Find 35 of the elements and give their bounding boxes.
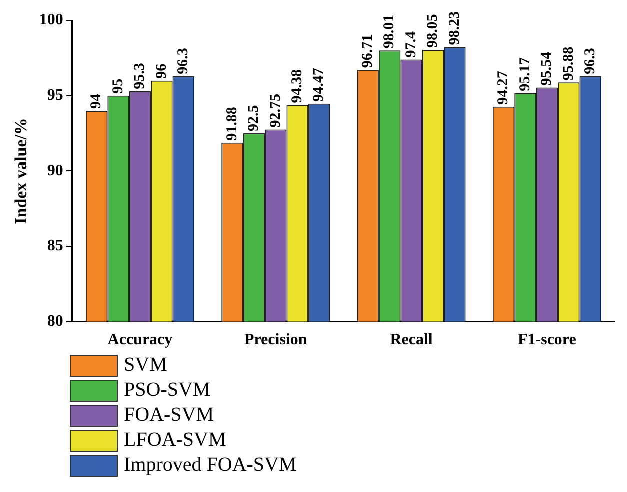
legend-label: SVM	[124, 354, 168, 377]
x-tick-label: Accuracy	[108, 332, 173, 349]
legend-label: PSO-SVM	[124, 379, 211, 402]
data-label: 98.23	[446, 12, 463, 46]
legend-label: FOA-SVM	[124, 404, 214, 427]
data-label: 98.01	[382, 14, 398, 49]
x-tick-label: Precision	[244, 332, 308, 349]
data-label: 95.17	[517, 57, 534, 92]
y-tick-label: 90	[47, 162, 64, 180]
data-label: 94	[88, 93, 105, 109]
data-label: 94.27	[496, 70, 512, 105]
data-label: 95	[110, 78, 126, 94]
data-label: 95.88	[560, 46, 577, 81]
x-tick-label: Recall	[390, 332, 434, 349]
legend-label: LFOA-SVM	[124, 429, 226, 452]
legend-label: Improved FOA-SVM	[124, 454, 297, 477]
data-label: 92.5	[246, 105, 262, 132]
data-label: 94.38	[289, 69, 306, 104]
data-label: 98.05	[425, 14, 442, 48]
data-label: 92.75	[268, 94, 284, 128]
data-label: 96	[154, 63, 170, 79]
data-label: 97.4	[403, 31, 420, 58]
data-label: 95.54	[539, 52, 556, 86]
y-tick-label: 100	[39, 12, 64, 29]
data-label: 95.3	[132, 63, 148, 90]
y-tick-label: 85	[47, 238, 64, 255]
y-tick-label: 80	[47, 312, 64, 330]
data-label: 94.47	[311, 68, 328, 102]
data-label: 91.88	[224, 107, 240, 141]
x-tick-label: F1-score	[518, 332, 576, 349]
data-label: 96.3	[582, 48, 598, 74]
data-label: 96.3	[176, 48, 192, 74]
data-label: 96.71	[360, 34, 376, 68]
y-tick-label: 95	[47, 87, 64, 104]
y-axis-title: Index value/%	[12, 118, 31, 224]
